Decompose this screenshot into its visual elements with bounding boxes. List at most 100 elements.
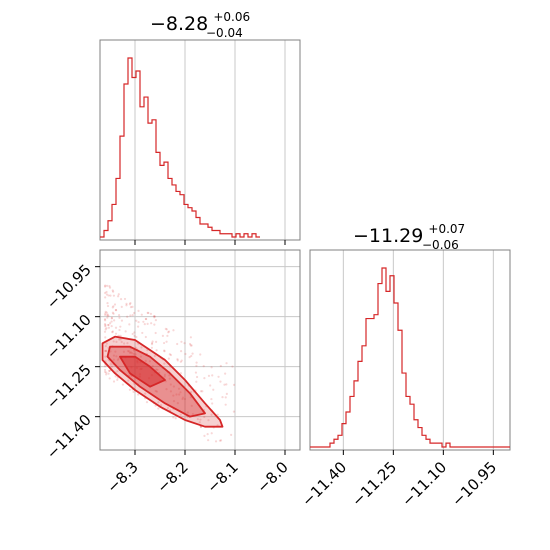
scatter-point bbox=[168, 374, 171, 377]
scatter-point bbox=[133, 334, 136, 338]
scatter-point bbox=[128, 303, 131, 306]
scatter-point bbox=[168, 353, 171, 356]
hist2-tick-label: −11.10 bbox=[398, 458, 450, 510]
scatter-point bbox=[104, 328, 107, 331]
scatter-point bbox=[111, 331, 114, 334]
scatter-point bbox=[186, 411, 189, 414]
scatter-point bbox=[154, 389, 157, 393]
scatter-point bbox=[181, 397, 184, 401]
scatter-point bbox=[108, 369, 111, 372]
scatter-point bbox=[212, 388, 215, 391]
scatter-point bbox=[150, 343, 154, 346]
scatter-point bbox=[188, 342, 192, 346]
scatter-point bbox=[135, 335, 138, 339]
scatter-point bbox=[105, 371, 108, 374]
scatter-panel: −8.3 −8.2 −8.1 −8.0 −11.40−11.25−11.10−10.95 bbox=[43, 249, 301, 497]
scatter-point bbox=[103, 285, 107, 288]
scatter-point bbox=[108, 285, 111, 288]
scatter-point bbox=[176, 342, 179, 346]
scatter-point bbox=[125, 302, 128, 305]
scatter-point bbox=[207, 374, 211, 377]
scatter-point bbox=[202, 365, 205, 368]
scatter-point bbox=[117, 295, 120, 298]
scatter-point bbox=[177, 387, 181, 390]
scatter-point bbox=[104, 310, 107, 313]
scatter-point bbox=[196, 418, 199, 421]
scatter-point bbox=[112, 380, 116, 383]
scatter-point bbox=[116, 370, 119, 373]
scatter-point bbox=[106, 316, 109, 319]
scatter-point bbox=[103, 330, 107, 333]
scatter-point bbox=[224, 403, 227, 406]
scatter-point bbox=[172, 400, 176, 403]
scatter-point bbox=[151, 341, 154, 345]
title-param1: −8.28 +0.06 bbox=[150, 10, 250, 35]
scatter-point bbox=[131, 314, 134, 317]
scatter-point bbox=[116, 378, 119, 381]
scatter-point bbox=[190, 354, 193, 358]
title-param2-value: −11.29 bbox=[353, 225, 423, 247]
scatter-point bbox=[112, 305, 115, 308]
scatter-point bbox=[163, 375, 166, 378]
scatter-point bbox=[152, 315, 156, 318]
scatter-point bbox=[141, 331, 144, 335]
scatter-point bbox=[106, 284, 109, 287]
scatter-point bbox=[105, 311, 108, 314]
scatter-point bbox=[110, 316, 114, 319]
scatter-point bbox=[167, 357, 170, 360]
scatter-point bbox=[112, 358, 115, 361]
scatter-point bbox=[104, 284, 107, 287]
scatter-point bbox=[126, 350, 130, 353]
scatter-point bbox=[128, 388, 132, 391]
scatter-point bbox=[111, 306, 114, 309]
scatter-point bbox=[144, 359, 147, 362]
scatter-point bbox=[111, 311, 114, 314]
scatter-point bbox=[223, 383, 226, 386]
scatter-point bbox=[114, 309, 118, 312]
scatter-point bbox=[225, 392, 228, 395]
scatter-point bbox=[157, 401, 160, 404]
scatter-point bbox=[167, 330, 171, 333]
scatter-point bbox=[148, 360, 152, 363]
scatter-point bbox=[111, 363, 114, 366]
scatter-point bbox=[115, 340, 118, 344]
scatter-point bbox=[112, 290, 115, 293]
scatter-point bbox=[211, 402, 214, 405]
scatter-point bbox=[195, 361, 198, 364]
scatter-point bbox=[172, 329, 175, 332]
scatter-point bbox=[155, 390, 159, 393]
scatter-point bbox=[133, 311, 136, 315]
scatter-point bbox=[217, 375, 220, 378]
scatter-point bbox=[166, 334, 169, 337]
scatter-point bbox=[118, 338, 121, 341]
scatter-point bbox=[199, 353, 202, 356]
scatter-point bbox=[230, 433, 233, 436]
scatter-point bbox=[191, 352, 194, 355]
scatter-point bbox=[194, 371, 198, 374]
scatter-point bbox=[114, 326, 118, 329]
scatter-point bbox=[211, 374, 214, 377]
scatter-point bbox=[163, 349, 166, 352]
scatter-point bbox=[168, 377, 171, 380]
scatter-point bbox=[162, 341, 166, 345]
scatter-point bbox=[154, 319, 157, 322]
scatter-point bbox=[167, 331, 170, 334]
scatter-point bbox=[110, 317, 113, 320]
scatter-point bbox=[104, 312, 107, 315]
scatter-point bbox=[179, 350, 183, 353]
scatter-point bbox=[190, 344, 193, 347]
scatter-point bbox=[149, 312, 153, 315]
scatter-point bbox=[195, 364, 198, 367]
scatter-point bbox=[112, 294, 116, 297]
scatter-point bbox=[127, 379, 130, 382]
scatter-point bbox=[163, 350, 166, 353]
scatter-point bbox=[210, 432, 213, 435]
scatter-point bbox=[136, 325, 140, 328]
scatter-xtick-label: −8.0 bbox=[253, 458, 291, 496]
scatter-point bbox=[153, 323, 156, 326]
scatter-point bbox=[143, 323, 146, 326]
scatter-point bbox=[134, 353, 137, 356]
scatter-point bbox=[231, 365, 234, 368]
scatter-point bbox=[117, 357, 120, 360]
